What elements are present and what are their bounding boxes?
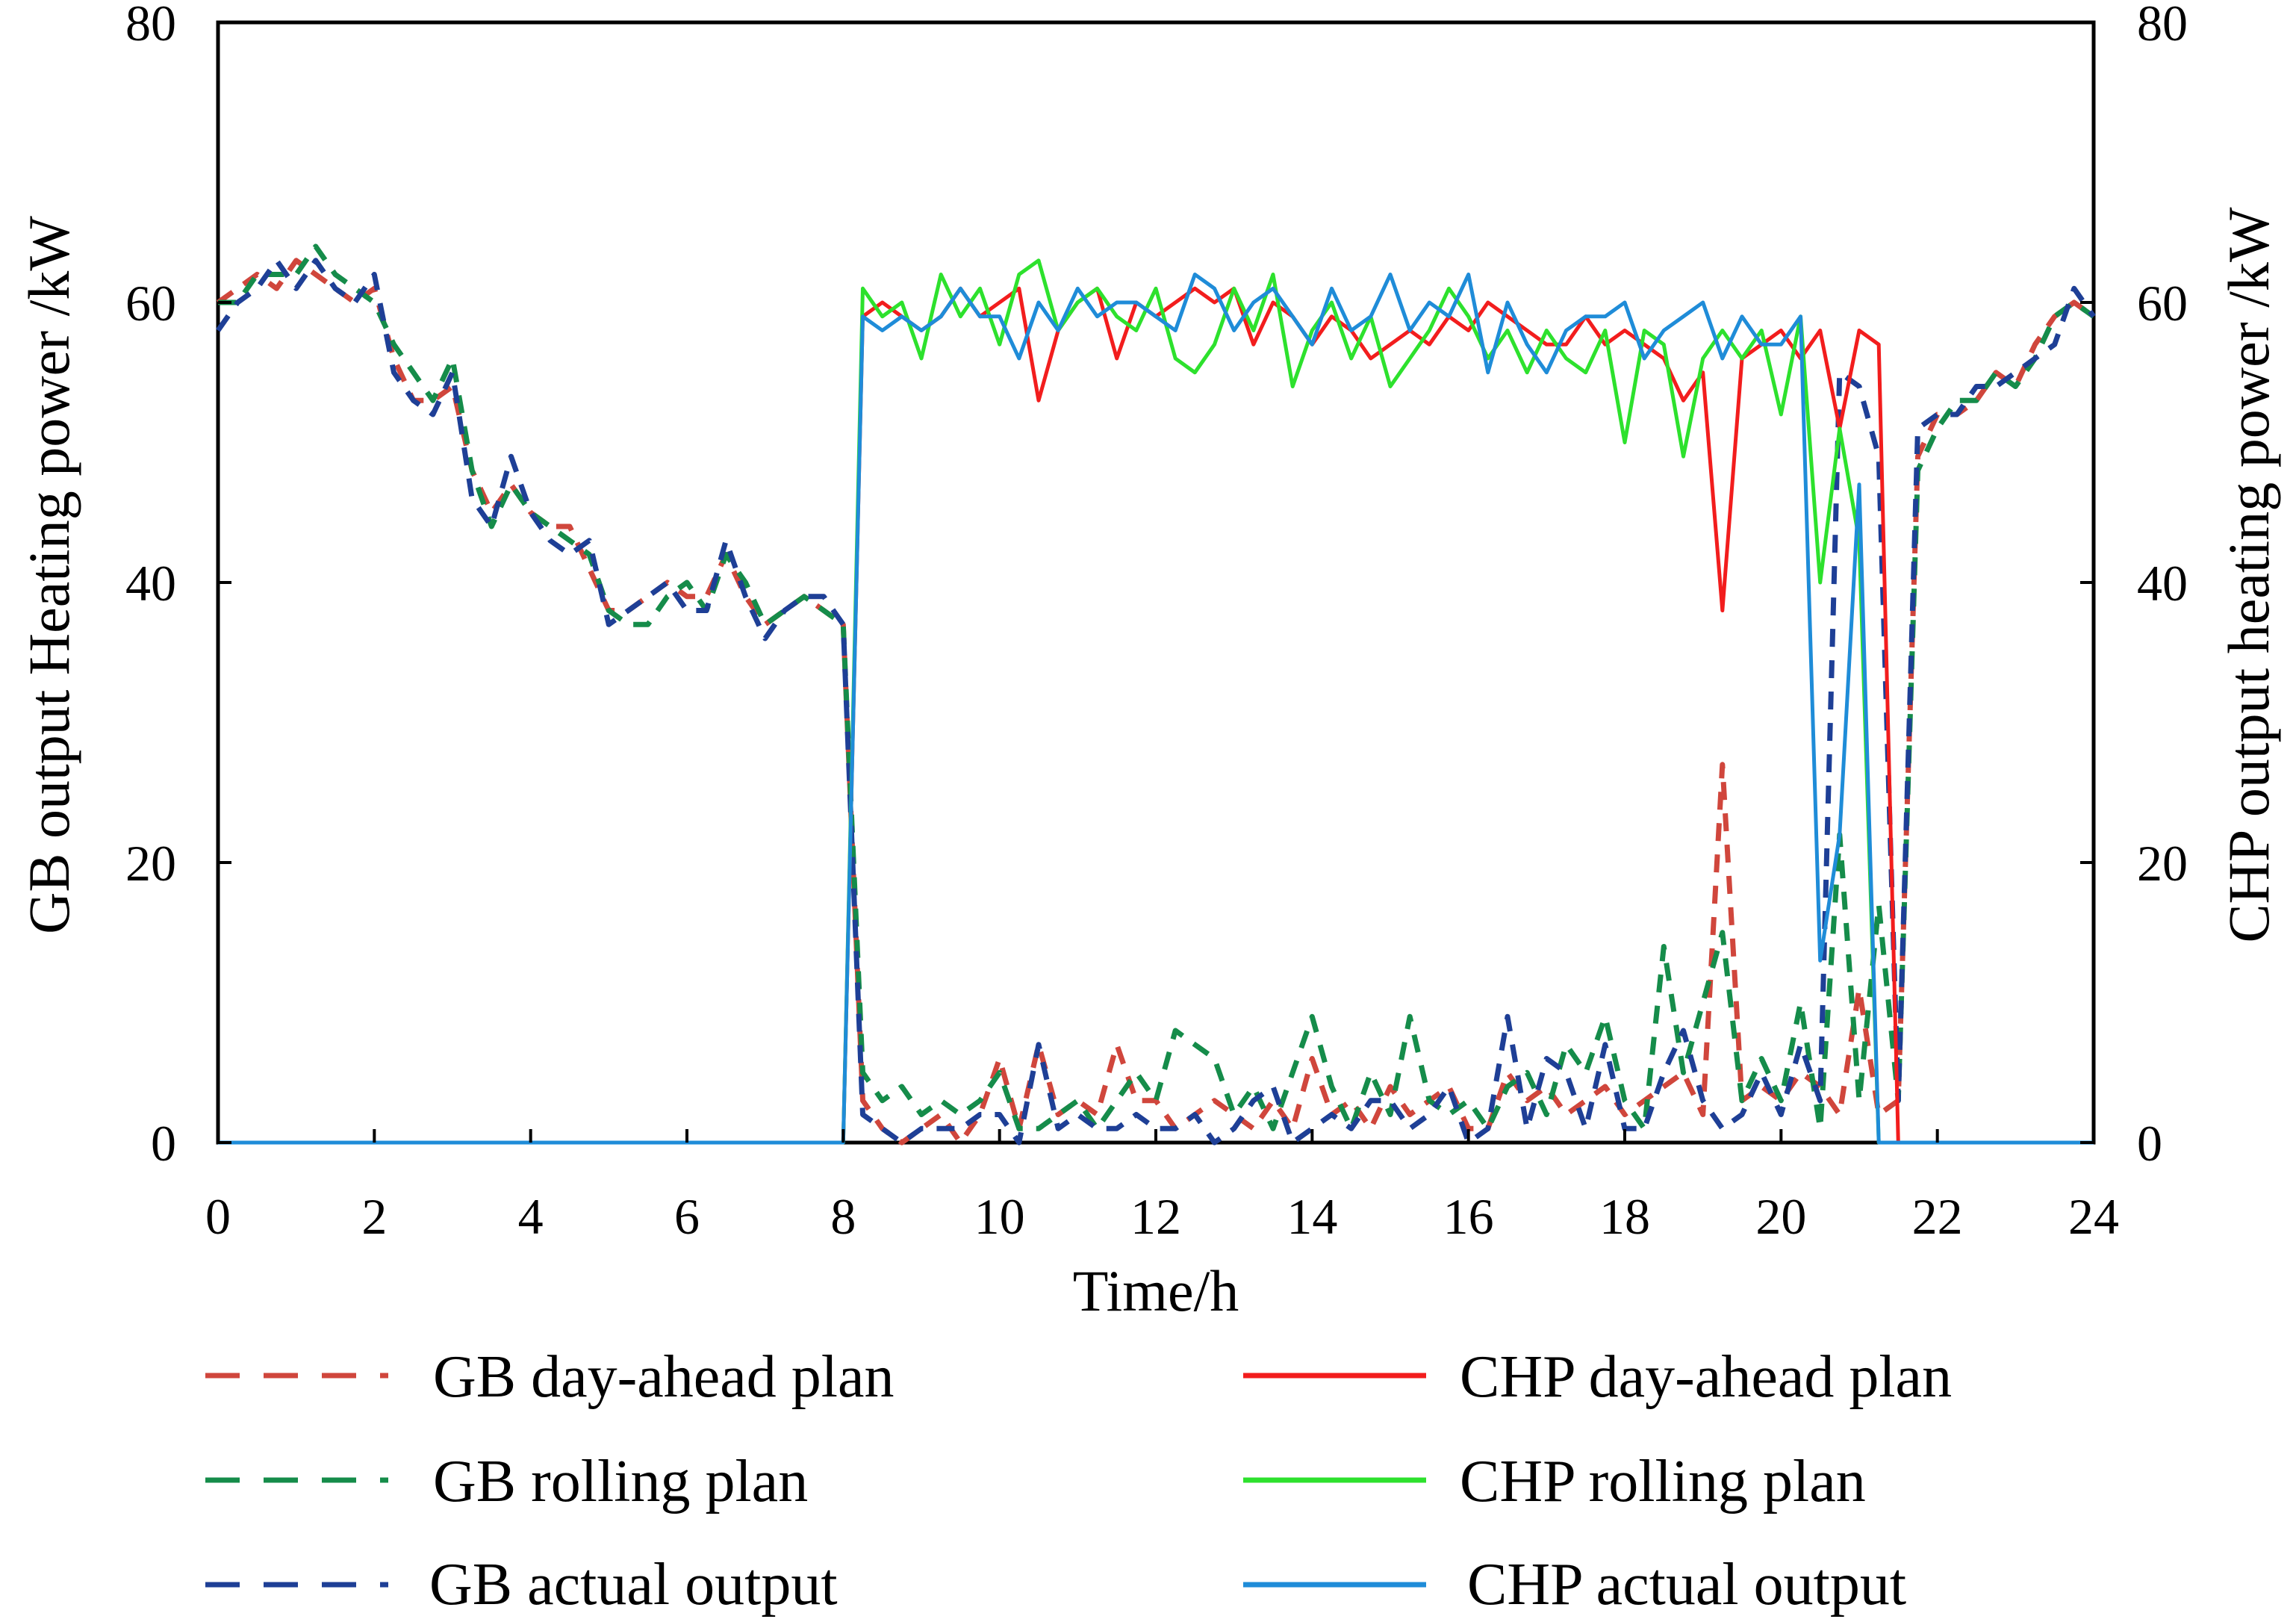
y-tick-label-right: 60: [2137, 275, 2188, 332]
x-tick-label: 2: [361, 1188, 387, 1245]
legend-label-gb-actual: GB actual output: [429, 1552, 838, 1618]
x-tick-label: 14: [1287, 1188, 1337, 1245]
x-axis-title: Time/h: [1073, 1258, 1239, 1323]
x-tick-label: 16: [1443, 1188, 1494, 1245]
y-tick-label-left: 0: [151, 1115, 176, 1172]
legend-item-gb-day-ahead: GB day-ahead plan: [205, 1344, 895, 1410]
series-line-gb-rolling-plan: [218, 243, 2096, 1131]
x-tick-label: 6: [674, 1188, 700, 1245]
y-axis-title-left: GB output Heating power /kW: [16, 216, 81, 934]
legend: GB day-ahead plan GB rolling plan GB act…: [205, 1344, 1952, 1618]
series-line-gb-actual-output: [216, 258, 2096, 1146]
y-tick-label-left: 60: [125, 275, 176, 332]
y-tick-label-left: 20: [125, 835, 176, 892]
y-tick-label-left: 80: [125, 0, 176, 52]
legend-item-chp-actual: CHP actual output: [1243, 1552, 1906, 1618]
series-line-chp-actual-output: [218, 273, 2094, 1145]
y-tick-label-left: 40: [125, 555, 176, 612]
legend-label-chp-actual: CHP actual output: [1467, 1552, 1906, 1618]
x-tick-label: 4: [518, 1188, 544, 1245]
x-tick-label: 18: [1599, 1188, 1650, 1245]
x-tick-label: 12: [1130, 1188, 1181, 1245]
y-tick-label-right: 20: [2137, 835, 2188, 892]
series-layer: [216, 243, 2096, 1146]
legend-label-gb-rolling: GB rolling plan: [433, 1449, 808, 1514]
legend-item-chp-rolling: CHP rolling plan: [1243, 1449, 1866, 1514]
x-tick-label: 10: [974, 1188, 1025, 1245]
x-tick-label: 20: [1755, 1188, 1806, 1245]
x-tick-label: 22: [1912, 1188, 1963, 1245]
series-line-gb-day-ahead-plan: [216, 258, 2096, 1146]
x-tick-label: 8: [830, 1188, 856, 1245]
plot-frame: [216, 20, 2096, 1145]
y-axis-title-right: CHP output heating power /kW: [2216, 207, 2281, 942]
legend-item-chp-day-ahead: CHP day-ahead plan: [1243, 1344, 1952, 1410]
x-tick-label: 24: [2068, 1188, 2119, 1245]
legend-label-gb-day-ahead: GB day-ahead plan: [433, 1344, 895, 1410]
legend-label-chp-rolling: CHP rolling plan: [1460, 1449, 1866, 1514]
y-tick-label-right: 0: [2137, 1115, 2162, 1172]
legend-item-gb-actual: GB actual output: [205, 1552, 838, 1618]
x-tick-label: 0: [205, 1188, 231, 1245]
y-tick-label-right: 40: [2137, 555, 2188, 612]
y-tick-label-right: 80: [2137, 0, 2188, 52]
legend-label-chp-day-ahead: CHP day-ahead plan: [1460, 1344, 1952, 1410]
legend-item-gb-rolling: GB rolling plan: [205, 1449, 808, 1514]
